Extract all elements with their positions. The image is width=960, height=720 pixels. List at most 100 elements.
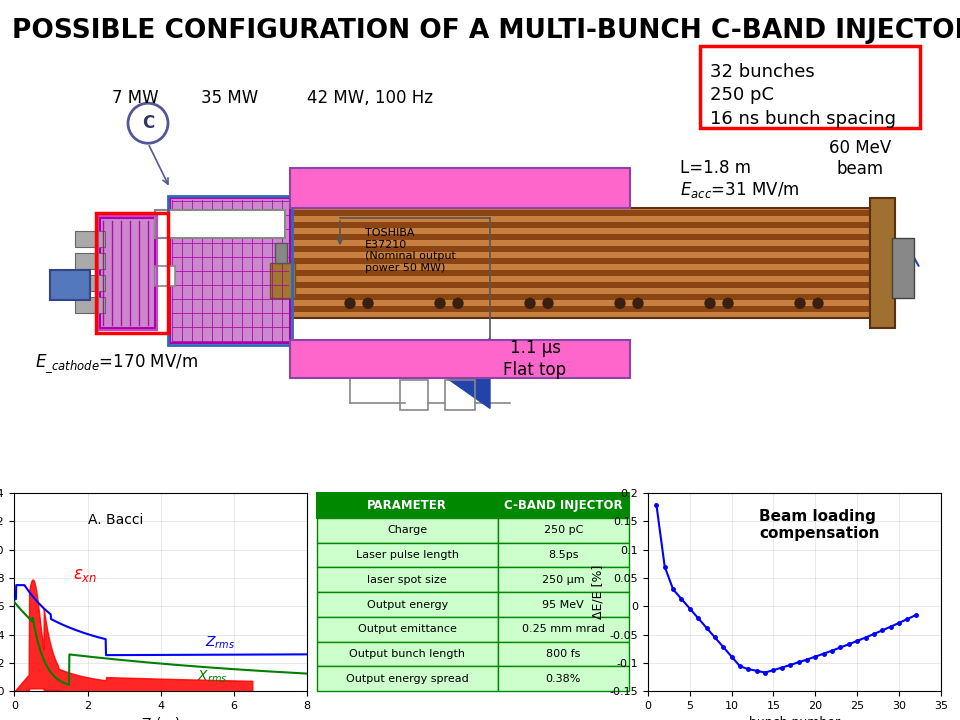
Text: 16 ns bunch spacing: 16 ns bunch spacing xyxy=(710,110,896,128)
Circle shape xyxy=(435,298,445,308)
Bar xyxy=(290,233,870,234)
Bar xyxy=(290,220,870,221)
Bar xyxy=(275,243,287,264)
Bar xyxy=(290,208,870,210)
Bar xyxy=(317,617,497,642)
Bar xyxy=(290,283,870,284)
Text: A. Bacci: A. Bacci xyxy=(87,513,143,527)
Bar xyxy=(290,274,870,275)
Bar xyxy=(290,222,870,223)
Text: Laser pulse length: Laser pulse length xyxy=(356,550,459,560)
Text: Beam loading
compensation: Beam loading compensation xyxy=(759,509,879,541)
Bar xyxy=(290,295,870,297)
Text: TOSHIBA
E37210
(Nominal output
power 50 MW): TOSHIBA E37210 (Nominal output power 50 … xyxy=(365,228,456,273)
Bar xyxy=(290,264,870,265)
Bar xyxy=(290,251,870,252)
Bar xyxy=(290,311,870,312)
Bar xyxy=(497,493,629,518)
Bar xyxy=(290,276,870,277)
Text: POSSIBLE CONFIGURATION OF A MULTI-BUNCH C-BAND INJECTOR: POSSIBLE CONFIGURATION OF A MULTI-BUNCH … xyxy=(12,18,960,44)
Bar xyxy=(290,275,870,276)
Text: Charge: Charge xyxy=(387,526,427,536)
Bar xyxy=(317,518,497,543)
Bar xyxy=(100,218,155,328)
Bar xyxy=(170,198,290,343)
Bar xyxy=(290,257,870,258)
Bar xyxy=(290,226,870,228)
Text: Output bunch length: Output bunch length xyxy=(349,649,466,659)
Circle shape xyxy=(795,298,805,308)
Bar xyxy=(290,261,870,262)
Text: 250 pC: 250 pC xyxy=(710,86,774,104)
Bar xyxy=(290,229,870,230)
Bar xyxy=(290,285,870,287)
Text: 250 pC: 250 pC xyxy=(543,526,583,536)
Text: PARAMETER: PARAMETER xyxy=(368,499,447,512)
Bar xyxy=(290,262,870,264)
Y-axis label: ΔE/E [%]: ΔE/E [%] xyxy=(591,565,604,619)
Bar xyxy=(290,277,870,279)
Text: C-BAND INJECTOR: C-BAND INJECTOR xyxy=(504,499,623,512)
Bar xyxy=(290,307,870,308)
Text: 1.1 μs: 1.1 μs xyxy=(510,339,561,357)
Bar xyxy=(290,302,870,303)
Bar xyxy=(317,642,497,667)
Bar xyxy=(290,313,870,315)
Bar xyxy=(290,282,870,283)
Bar xyxy=(290,215,870,216)
X-axis label: bunch number: bunch number xyxy=(749,716,840,720)
Bar xyxy=(290,267,870,269)
Bar xyxy=(290,247,870,248)
Bar xyxy=(96,213,168,333)
Bar xyxy=(290,225,870,226)
Bar xyxy=(497,567,629,592)
Bar xyxy=(290,256,870,257)
Text: Output emittance: Output emittance xyxy=(358,624,457,634)
Bar xyxy=(290,230,870,231)
Bar xyxy=(290,211,870,212)
Bar xyxy=(290,224,870,225)
Polygon shape xyxy=(440,338,490,408)
Bar xyxy=(290,254,870,256)
Circle shape xyxy=(453,298,463,308)
Text: L=1.8 m: L=1.8 m xyxy=(680,159,751,177)
Bar xyxy=(290,258,870,259)
Bar xyxy=(497,518,629,543)
Bar xyxy=(290,213,870,215)
Bar xyxy=(290,280,870,282)
Bar xyxy=(290,293,870,294)
Bar xyxy=(290,312,870,313)
Bar xyxy=(290,246,870,247)
Text: 42 MW, 100 Hz: 42 MW, 100 Hz xyxy=(307,89,433,107)
Bar xyxy=(445,380,475,410)
Bar xyxy=(290,249,870,251)
Bar xyxy=(290,248,870,249)
Bar xyxy=(892,238,914,298)
Bar xyxy=(290,294,870,295)
Bar xyxy=(290,271,870,272)
Bar xyxy=(317,667,497,691)
Text: 800 fs: 800 fs xyxy=(546,649,581,659)
Text: 35 MW: 35 MW xyxy=(202,89,258,107)
Bar xyxy=(155,210,285,238)
Bar xyxy=(290,265,870,266)
Bar xyxy=(98,216,157,330)
Bar xyxy=(290,315,870,316)
Bar xyxy=(290,223,870,224)
Circle shape xyxy=(813,298,823,308)
Bar xyxy=(290,259,870,261)
Circle shape xyxy=(705,298,715,308)
Text: $X_{rms}$: $X_{rms}$ xyxy=(198,669,228,685)
Text: 32 bunches: 32 bunches xyxy=(710,63,815,81)
Bar xyxy=(75,297,105,313)
Bar xyxy=(290,168,630,208)
Bar xyxy=(290,234,870,235)
Bar xyxy=(270,264,295,298)
Circle shape xyxy=(723,298,733,308)
Bar xyxy=(290,290,870,292)
Bar xyxy=(290,212,870,213)
Text: $E_{\_cathode}$=170 MV/m: $E_{\_cathode}$=170 MV/m xyxy=(35,352,198,374)
Bar xyxy=(290,240,870,241)
Circle shape xyxy=(363,298,373,308)
Bar xyxy=(290,216,870,217)
